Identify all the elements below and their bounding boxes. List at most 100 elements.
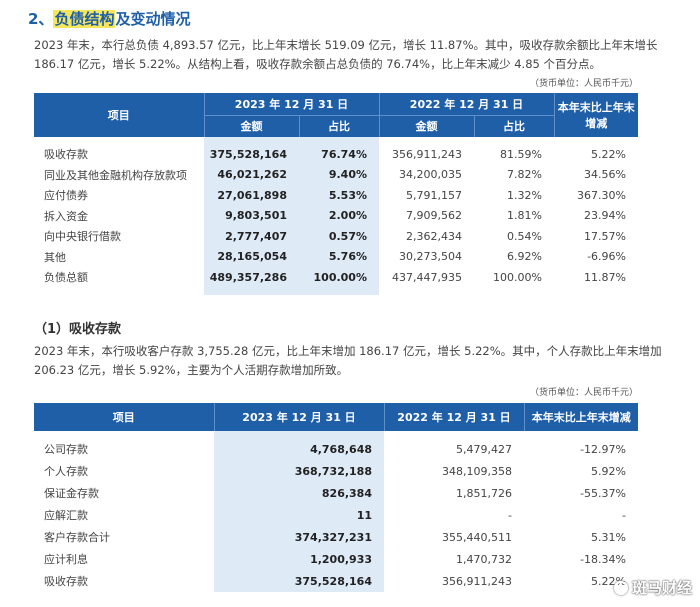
ratio-2022: 1.81% — [507, 209, 542, 223]
header-2022: 2022 年 12 月 31 日 — [378, 93, 554, 115]
amount-2023: 9,803,501 — [204, 205, 299, 226]
amount-2023: 489,357,286 — [204, 267, 299, 288]
row-name: 应解汇款 — [44, 509, 88, 522]
row-name: 客户存款合计 — [44, 531, 110, 544]
row-name: 保证金存款 — [44, 487, 99, 500]
subsection-paragraph: 2023 年末，本行吸收客户存款 3,755.28 亿元，比上年末增加 186.… — [34, 344, 662, 377]
amount-2022: 348,109,358 — [442, 464, 512, 478]
watermark: 斑马财经 — [613, 577, 692, 598]
amount-2023: 368,732,188 — [214, 460, 384, 482]
change-value: 367.30% — [577, 188, 626, 202]
header-change: 本年末比上年末增减 — [523, 403, 638, 431]
amount-2023: 46,021,262 — [204, 164, 299, 185]
table-row: 应解汇款 11 - - — [34, 504, 638, 526]
amount-2023: 375,528,164 — [214, 570, 384, 592]
amount-2022: 7,909,562 — [406, 209, 462, 223]
table-row: 公司存款 4,768,648 5,479,427 -12.97% — [34, 438, 638, 460]
amount-2022: 34,200,035 — [399, 168, 462, 182]
header-2022: 2022 年 12 月 31 日 — [383, 403, 524, 431]
ratio-2022: 81.59% — [500, 147, 542, 161]
row-name: 拆入资金 — [44, 209, 88, 223]
amount-2022: 1,470,732 — [456, 552, 512, 566]
ratio-2022: 7.82% — [507, 168, 542, 182]
liability-structure-table: 项目 2023 年 12 月 31 日 2022 年 12 月 31 日 本年末… — [34, 93, 638, 295]
ratio-2022: 6.92% — [507, 250, 542, 264]
header-amount-2022: 金额 — [378, 114, 474, 137]
ratio-2023: 100.00% — [299, 267, 379, 288]
ratio-2023: 0.57% — [299, 226, 379, 247]
row-name: 应付债券 — [44, 189, 88, 203]
amount-2023: 4,768,648 — [214, 438, 384, 460]
change-value: -18.34% — [580, 552, 626, 566]
ratio-2022: 100.00% — [493, 270, 542, 284]
amount-2022: 355,440,511 — [442, 530, 512, 544]
ratio-2022: 1.32% — [507, 188, 542, 202]
currency-unit-note: （货币单位：人民币千元） — [529, 388, 638, 398]
ratio-2023: 5.76% — [299, 246, 379, 267]
table-row: 吸收存款 375,528,164 76.74% 356,911,243 81.5… — [34, 144, 638, 165]
ratio-2023: 76.74% — [299, 144, 379, 165]
header-2023: 2023 年 12 月 31 日 — [203, 93, 379, 115]
change-value: 5.31% — [591, 530, 626, 544]
amount-2022: - — [508, 508, 512, 522]
section-title-highlight: 负债结构 — [53, 10, 116, 28]
amount-2022: 356,911,243 — [442, 574, 512, 588]
change-value: 23.94% — [584, 209, 626, 223]
subsection-title: （1）吸收存款 — [34, 322, 122, 337]
amount-2023: 375,528,164 — [204, 144, 299, 165]
amount-2022: 5,791,157 — [406, 188, 462, 202]
amount-2023: 11 — [214, 504, 384, 526]
header-item: 项目 — [34, 403, 214, 431]
table-row: 同业及其他金融机构存放款项 46,021,262 9.40% 34,200,03… — [34, 164, 638, 185]
row-name: 个人存款 — [44, 465, 88, 478]
row-name: 吸收存款 — [44, 575, 88, 588]
table-row: 保证金存款 826,384 1,851,726 -55.37% — [34, 482, 638, 504]
row-name: 同业及其他金融机构存放款项 — [44, 168, 187, 182]
table-row: 应计利息 1,200,933 1,470,732 -18.34% — [34, 548, 638, 570]
table-row: 应付债券 27,061,898 5.53% 5,791,157 1.32% 36… — [34, 185, 638, 206]
row-name: 负债总额 — [44, 271, 88, 285]
header-ratio-2022: 占比 — [473, 114, 554, 137]
table-row-total: 负债总额 489,357,286 100.00% 437,447,935 100… — [34, 267, 638, 288]
row-name: 吸收存款 — [44, 148, 88, 162]
section-title-rest: 及变动情况 — [115, 10, 191, 28]
header-ratio-2023: 占比 — [298, 114, 379, 137]
amount-2023: 28,165,054 — [204, 246, 299, 267]
section-number: 2、 — [28, 10, 54, 28]
ratio-2022: 0.54% — [507, 229, 542, 243]
table-row: 向中央银行借款 2,777,407 0.57% 2,362,434 0.54% … — [34, 226, 638, 247]
row-name: 应计利息 — [44, 553, 88, 566]
ratio-2023: 9.40% — [299, 164, 379, 185]
amount-2022: 356,911,243 — [392, 147, 462, 161]
ratio-2023: 2.00% — [299, 205, 379, 226]
amount-2023: 2,777,407 — [204, 226, 299, 247]
amount-2022: 2,362,434 — [406, 229, 462, 243]
section-title: 2、负债结构及变动情况 — [28, 8, 190, 29]
watermark-text: 斑马财经 — [631, 579, 692, 597]
row-name: 向中央银行借款 — [44, 230, 121, 244]
table-row: 其他 28,165,054 5.76% 30,273,504 6.92% -6.… — [34, 246, 638, 267]
row-name: 公司存款 — [44, 443, 88, 456]
weibo-logo-icon — [613, 581, 628, 595]
table-row: 客户存款合计 374,327,231 355,440,511 5.31% — [34, 526, 638, 548]
ratio-2023: 5.53% — [299, 185, 379, 206]
change-value: 5.92% — [591, 464, 626, 478]
amount-2022: 5,479,427 — [456, 442, 512, 456]
row-name: 其他 — [44, 250, 66, 264]
change-value: 34.56% — [584, 168, 626, 182]
header-2023: 2023 年 12 月 31 日 — [213, 403, 384, 431]
change-value: -12.97% — [580, 442, 626, 456]
table-row: 拆入资金 9,803,501 2.00% 7,909,562 1.81% 23.… — [34, 205, 638, 226]
amount-2022: 30,273,504 — [399, 250, 462, 264]
change-value: -55.37% — [580, 486, 626, 500]
amount-2022: 1,851,726 — [456, 486, 512, 500]
change-value: 17.57% — [584, 229, 626, 243]
deposits-table: 项目 2023 年 12 月 31 日 2022 年 12 月 31 日 本年末… — [34, 403, 638, 592]
header-item: 项目 — [34, 93, 204, 137]
amount-2023: 826,384 — [214, 482, 384, 504]
amount-2023: 27,061,898 — [204, 185, 299, 206]
amount-2023: 1,200,933 — [214, 548, 384, 570]
change-value: 5.22% — [591, 147, 626, 161]
table-row-total: 吸收存款 375,528,164 356,911,243 5.22% — [34, 570, 638, 592]
currency-unit-note: （货币单位：人民币千元） — [529, 79, 638, 89]
